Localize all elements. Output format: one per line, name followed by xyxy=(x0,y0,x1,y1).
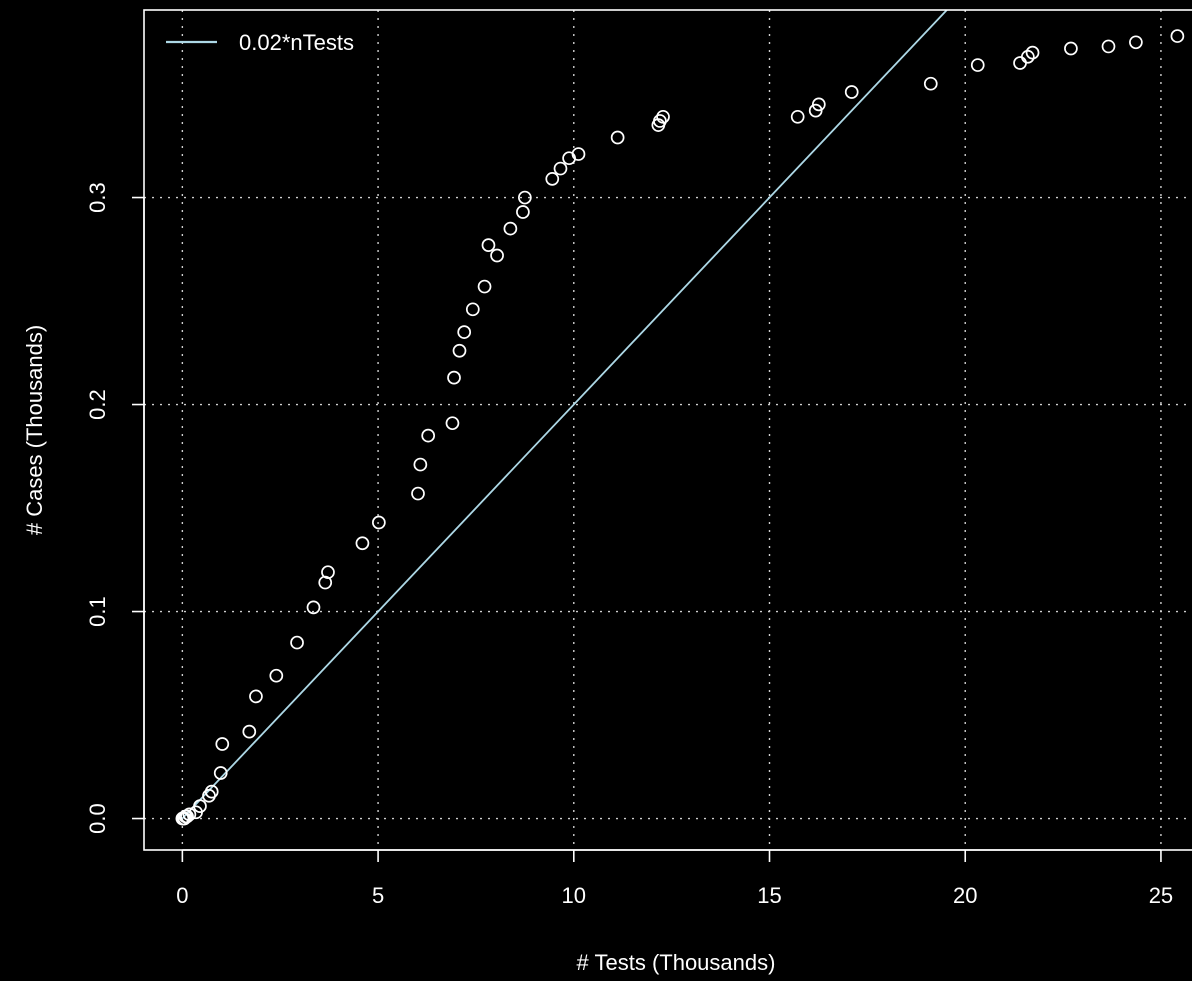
data-points xyxy=(175,29,1185,826)
data-point xyxy=(249,689,263,704)
data-point xyxy=(571,147,586,161)
data-point xyxy=(1101,39,1116,54)
data-point xyxy=(447,370,461,385)
y-axis: 0.0 0.1 0.2 0.3 xyxy=(85,182,145,834)
data-point xyxy=(421,428,436,443)
data-point xyxy=(516,205,530,219)
data-point xyxy=(215,737,230,751)
y-tick-label: 0.1 xyxy=(85,596,110,627)
data-point xyxy=(790,109,805,124)
data-point xyxy=(1021,49,1035,64)
data-point xyxy=(306,600,321,615)
data-point xyxy=(503,221,518,236)
data-point xyxy=(465,302,480,317)
data-point xyxy=(477,279,492,294)
x-tick-label: 25 xyxy=(1149,883,1173,908)
x-tick-label: 10 xyxy=(562,883,586,908)
data-point xyxy=(1129,35,1143,50)
y-axis-label: # Cases (Thousands) xyxy=(22,325,47,535)
data-point xyxy=(653,114,667,128)
y-tick-label: 0.3 xyxy=(85,182,110,213)
y-tick-label: 0.0 xyxy=(85,803,110,834)
data-point xyxy=(452,343,467,358)
data-point xyxy=(656,109,670,124)
data-point xyxy=(457,325,472,339)
data-point xyxy=(490,248,504,263)
data-point xyxy=(610,130,625,145)
grid-lines xyxy=(144,10,1192,850)
data-point xyxy=(372,515,386,530)
data-point xyxy=(445,416,460,431)
data-point xyxy=(1170,29,1185,43)
data-point xyxy=(923,76,938,91)
x-tick-label: 20 xyxy=(953,883,977,908)
data-point xyxy=(290,635,304,650)
x-tick-label: 0 xyxy=(176,883,188,908)
data-point xyxy=(545,172,560,186)
data-point xyxy=(553,161,568,176)
legend: 0.02*nTests xyxy=(166,30,354,55)
data-point xyxy=(413,457,428,472)
data-point xyxy=(182,807,197,822)
data-point xyxy=(355,536,370,551)
legend-label: 0.02*nTests xyxy=(239,30,354,55)
data-point xyxy=(518,190,532,205)
data-point xyxy=(844,85,859,99)
x-axis: 0 5 10 15 20 25 xyxy=(176,849,1173,908)
data-point xyxy=(269,668,284,683)
x-axis-label: # Tests (Thousands) xyxy=(577,950,776,975)
data-point xyxy=(213,766,228,780)
reference-line-group xyxy=(181,10,949,820)
data-point xyxy=(180,809,194,824)
data-point xyxy=(242,724,257,739)
data-point xyxy=(411,486,425,501)
data-point xyxy=(204,784,219,799)
data-point xyxy=(811,97,826,112)
x-tick-label: 15 xyxy=(757,883,781,908)
data-point xyxy=(970,58,985,72)
y-tick-label: 0.2 xyxy=(85,389,110,420)
data-point xyxy=(481,238,496,253)
data-point xyxy=(318,575,333,590)
reference-line xyxy=(181,10,949,820)
x-tick-label: 5 xyxy=(372,883,384,908)
data-point xyxy=(321,565,335,580)
data-point xyxy=(1064,41,1078,56)
data-point xyxy=(1025,45,1040,60)
data-point xyxy=(193,799,207,813)
